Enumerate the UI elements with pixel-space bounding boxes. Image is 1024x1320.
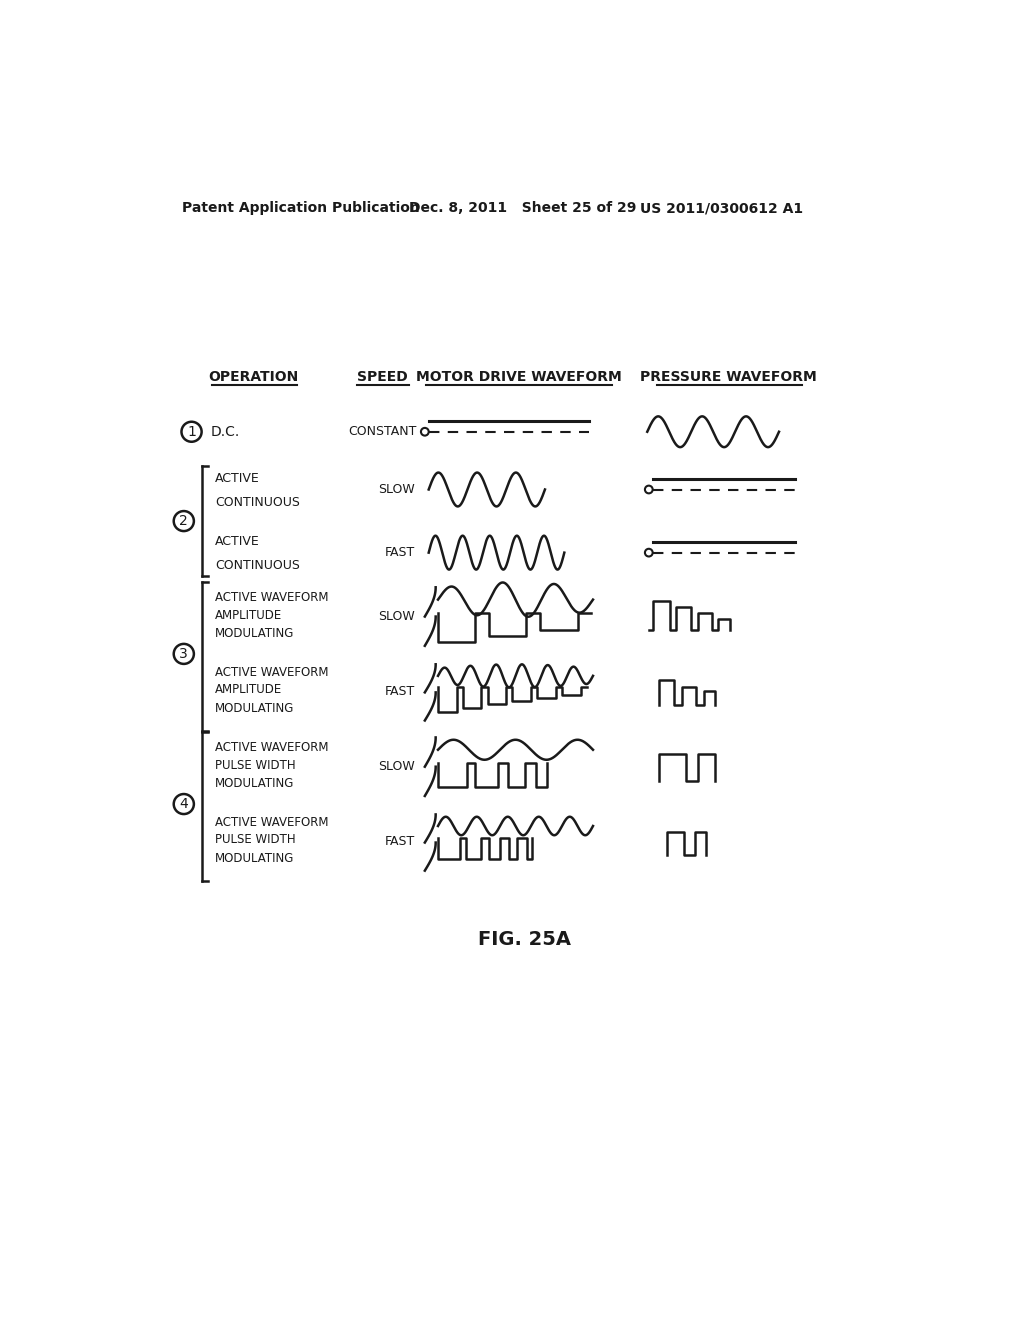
Text: AMPLITUDE: AMPLITUDE — [215, 609, 282, 622]
Text: PRESSURE WAVEFORM: PRESSURE WAVEFORM — [640, 370, 817, 384]
Text: 2: 2 — [179, 513, 188, 528]
Text: ACTIVE WAVEFORM: ACTIVE WAVEFORM — [215, 665, 329, 678]
Text: SPEED: SPEED — [356, 370, 408, 384]
Text: FAST: FAST — [384, 546, 415, 560]
Text: ACTIVE: ACTIVE — [215, 471, 259, 484]
Text: PULSE WIDTH: PULSE WIDTH — [215, 833, 296, 846]
Text: SLOW: SLOW — [378, 760, 415, 774]
Text: US 2011/0300612 A1: US 2011/0300612 A1 — [640, 202, 803, 215]
Text: 3: 3 — [179, 647, 188, 661]
Text: ACTIVE WAVEFORM: ACTIVE WAVEFORM — [215, 742, 329, 755]
Text: ACTIVE: ACTIVE — [215, 535, 259, 548]
Text: PULSE WIDTH: PULSE WIDTH — [215, 759, 296, 772]
Text: 4: 4 — [179, 797, 188, 810]
Text: SLOW: SLOW — [378, 610, 415, 623]
Text: OPERATION: OPERATION — [209, 370, 299, 384]
Text: Patent Application Publication: Patent Application Publication — [182, 202, 420, 215]
Text: D.C.: D.C. — [211, 425, 241, 438]
Text: MODULATING: MODULATING — [215, 627, 294, 640]
Text: 1: 1 — [187, 425, 196, 438]
Text: FIG. 25A: FIG. 25A — [478, 931, 571, 949]
Text: SLOW: SLOW — [378, 483, 415, 496]
Text: MODULATING: MODULATING — [215, 853, 294, 865]
Text: CONTINUOUS: CONTINUOUS — [215, 496, 300, 508]
Text: CONSTANT: CONSTANT — [348, 425, 417, 438]
Text: Dec. 8, 2011   Sheet 25 of 29: Dec. 8, 2011 Sheet 25 of 29 — [410, 202, 637, 215]
Text: CONTINUOUS: CONTINUOUS — [215, 558, 300, 572]
Text: MODULATING: MODULATING — [215, 777, 294, 791]
Text: MOTOR DRIVE WAVEFORM: MOTOR DRIVE WAVEFORM — [417, 370, 623, 384]
Text: ACTIVE WAVEFORM: ACTIVE WAVEFORM — [215, 816, 329, 829]
Text: ACTIVE WAVEFORM: ACTIVE WAVEFORM — [215, 591, 329, 605]
Text: FAST: FAST — [384, 685, 415, 698]
Text: MODULATING: MODULATING — [215, 702, 294, 715]
Text: FAST: FAST — [384, 834, 415, 847]
Text: AMPLITUDE: AMPLITUDE — [215, 684, 282, 696]
